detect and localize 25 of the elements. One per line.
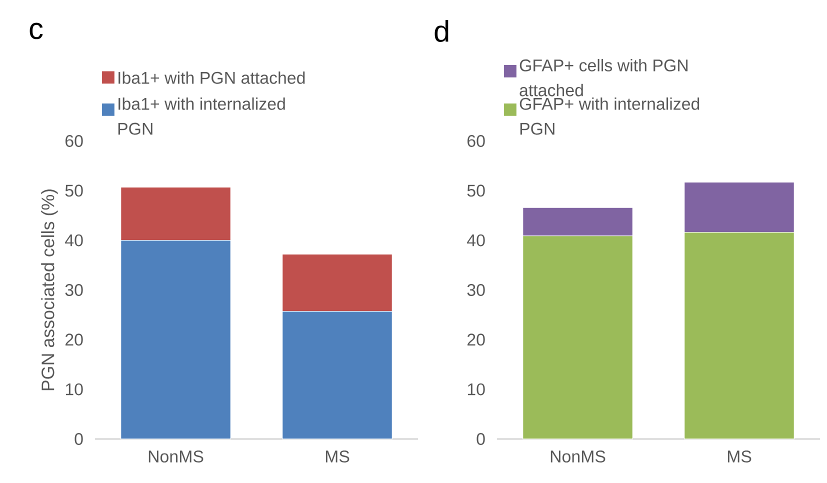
chart-title: c [30,22,43,40]
y-tick-label: 40 [467,234,485,246]
y-tick-label: 20 [468,334,485,346]
y-tick-label: 0 [74,432,83,445]
y-tick-label: 10 [468,383,485,396]
y-tick-label: 20 [66,334,83,346]
y-tick-label: 30 [65,284,83,296]
x-tick-label: MS [326,450,350,463]
y-tick-label: 10 [66,383,83,396]
y-tick-label: 60 [66,134,83,147]
legend-label: Iba1+ with PGN attached [118,71,305,84]
y-tick-label: 50 [467,184,485,197]
x-tick-label: NonMS [550,450,606,463]
y-tick-label: 60 [468,134,485,147]
legend-label: GFAP+ with internalized PGN [520,97,700,135]
x-tick-label: NonMS [148,450,204,463]
legend-label: GFAP+ cells with PGN attached [520,58,688,96]
y-tick-label: 0 [476,432,485,445]
y-tick-label: 50 [65,184,83,197]
legend-label: Iba1+ with internalized PGN [118,97,285,135]
chart-title: d [434,20,448,42]
y-axis-title: PGN associated cells (%) [41,189,58,390]
y-tick-label: 30 [467,284,485,296]
x-tick-label: MS [728,450,752,463]
y-tick-label: 40 [65,234,83,246]
